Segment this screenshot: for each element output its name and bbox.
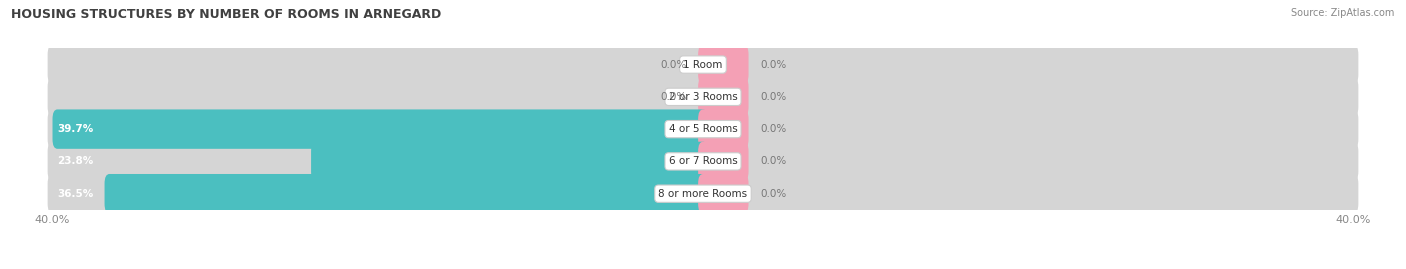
- Text: 23.8%: 23.8%: [58, 156, 94, 167]
- Text: 0.0%: 0.0%: [759, 156, 786, 167]
- FancyBboxPatch shape: [51, 108, 1355, 150]
- FancyBboxPatch shape: [51, 173, 1355, 215]
- Text: 2 or 3 Rooms: 2 or 3 Rooms: [669, 92, 737, 102]
- FancyBboxPatch shape: [699, 142, 748, 181]
- Text: 36.5%: 36.5%: [58, 189, 94, 199]
- Text: 1 Room: 1 Room: [683, 59, 723, 70]
- Text: 0.0%: 0.0%: [759, 59, 786, 70]
- Text: 39.7%: 39.7%: [58, 124, 94, 134]
- Text: 0.0%: 0.0%: [661, 59, 686, 70]
- FancyBboxPatch shape: [52, 109, 707, 149]
- FancyBboxPatch shape: [699, 174, 748, 213]
- Text: Source: ZipAtlas.com: Source: ZipAtlas.com: [1291, 8, 1395, 18]
- FancyBboxPatch shape: [48, 109, 1358, 149]
- FancyBboxPatch shape: [48, 77, 1358, 116]
- Text: 4 or 5 Rooms: 4 or 5 Rooms: [669, 124, 737, 134]
- FancyBboxPatch shape: [51, 76, 1355, 118]
- FancyBboxPatch shape: [48, 174, 1358, 213]
- Text: HOUSING STRUCTURES BY NUMBER OF ROOMS IN ARNEGARD: HOUSING STRUCTURES BY NUMBER OF ROOMS IN…: [11, 8, 441, 21]
- FancyBboxPatch shape: [699, 77, 748, 116]
- FancyBboxPatch shape: [51, 140, 1355, 182]
- FancyBboxPatch shape: [48, 142, 1358, 181]
- FancyBboxPatch shape: [104, 174, 707, 213]
- Text: 0.0%: 0.0%: [759, 92, 786, 102]
- Text: 8 or more Rooms: 8 or more Rooms: [658, 189, 748, 199]
- FancyBboxPatch shape: [311, 142, 707, 181]
- FancyBboxPatch shape: [699, 109, 748, 149]
- Text: 0.0%: 0.0%: [759, 124, 786, 134]
- Text: 6 or 7 Rooms: 6 or 7 Rooms: [669, 156, 737, 167]
- FancyBboxPatch shape: [51, 44, 1355, 86]
- FancyBboxPatch shape: [48, 45, 1358, 84]
- Text: 0.0%: 0.0%: [759, 189, 786, 199]
- Text: 0.0%: 0.0%: [661, 92, 686, 102]
- FancyBboxPatch shape: [699, 45, 748, 84]
